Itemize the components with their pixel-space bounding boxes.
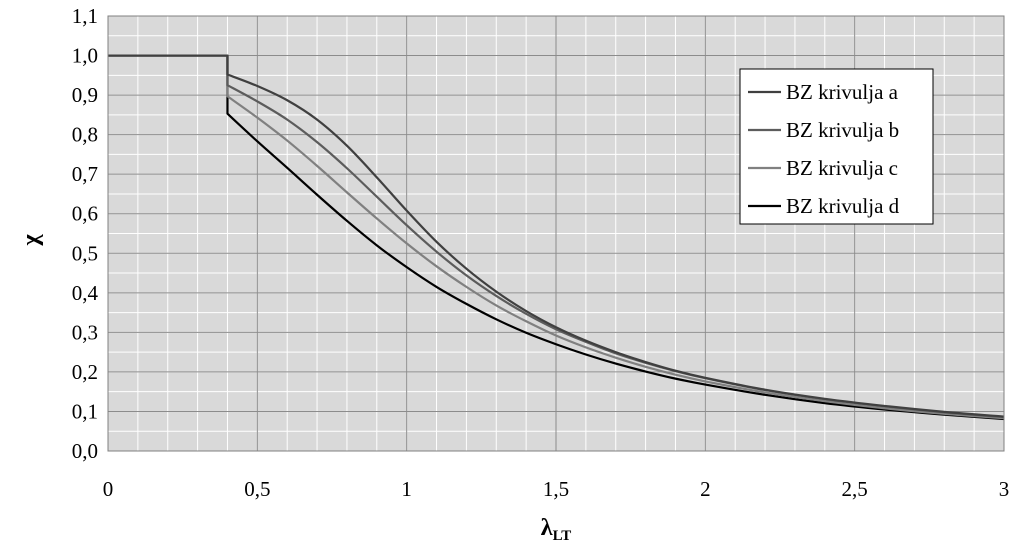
x-tick-label: 2,5 <box>842 477 868 501</box>
y-tick-label: 0,1 <box>72 399 98 423</box>
x-axis-title: λLT <box>541 515 571 544</box>
x-tick-label: 0,5 <box>244 477 270 501</box>
legend-label-a: BZ krivulja a <box>786 80 899 104</box>
series-line-c <box>108 54 1005 420</box>
legend-label-b: BZ krivulja b <box>786 118 899 142</box>
legend-label-c: BZ krivulja c <box>786 156 898 180</box>
y-tick-label: 0,0 <box>72 439 98 463</box>
y-tick-label: 0,9 <box>72 83 98 107</box>
x-tick-label: 2 <box>700 477 711 501</box>
y-tick-label: 0,7 <box>72 162 98 186</box>
series-line-d <box>108 54 1005 421</box>
series-line-a <box>108 54 1005 418</box>
y-tick-label: 1,1 <box>72 4 98 28</box>
legend-box <box>739 68 934 225</box>
legend-label-d: BZ krivulja d <box>786 194 900 218</box>
plot-border <box>107 15 1005 452</box>
y-tick-label: 0,3 <box>72 320 98 344</box>
x-tick-label: 0 <box>103 477 114 501</box>
x-tick-label: 3 <box>999 477 1010 501</box>
y-axis-tick-labels: 0,0 0,1 0,2 0,3 0,4 0,5 0,6 0,7 0,8 0,9 1,0 1,1 <box>72 4 99 463</box>
y-tick-label: 0,5 <box>72 241 98 265</box>
y-tick-label: 0,4 <box>72 281 99 305</box>
x-tick-label: 1,5 <box>543 477 569 501</box>
y-tick-label: 0,2 <box>72 360 98 384</box>
x-axis-tick-labels: 0 0,5 1 1,5 2 2,5 3 <box>103 477 1010 501</box>
series-layer <box>108 54 1005 421</box>
x-tick-label: 1 <box>401 477 412 501</box>
x-axis-title-main: λ <box>541 515 553 541</box>
y-tick-label: 1,0 <box>72 44 98 68</box>
y-axis-title: χ <box>18 234 44 247</box>
y-tick-label: 0,8 <box>72 123 98 147</box>
y-tick-label: 0,6 <box>72 202 98 226</box>
legend: BZ krivulja a BZ krivulja b BZ krivulja c B… <box>739 68 934 225</box>
x-axis-title-subscript: LT <box>553 528 572 544</box>
